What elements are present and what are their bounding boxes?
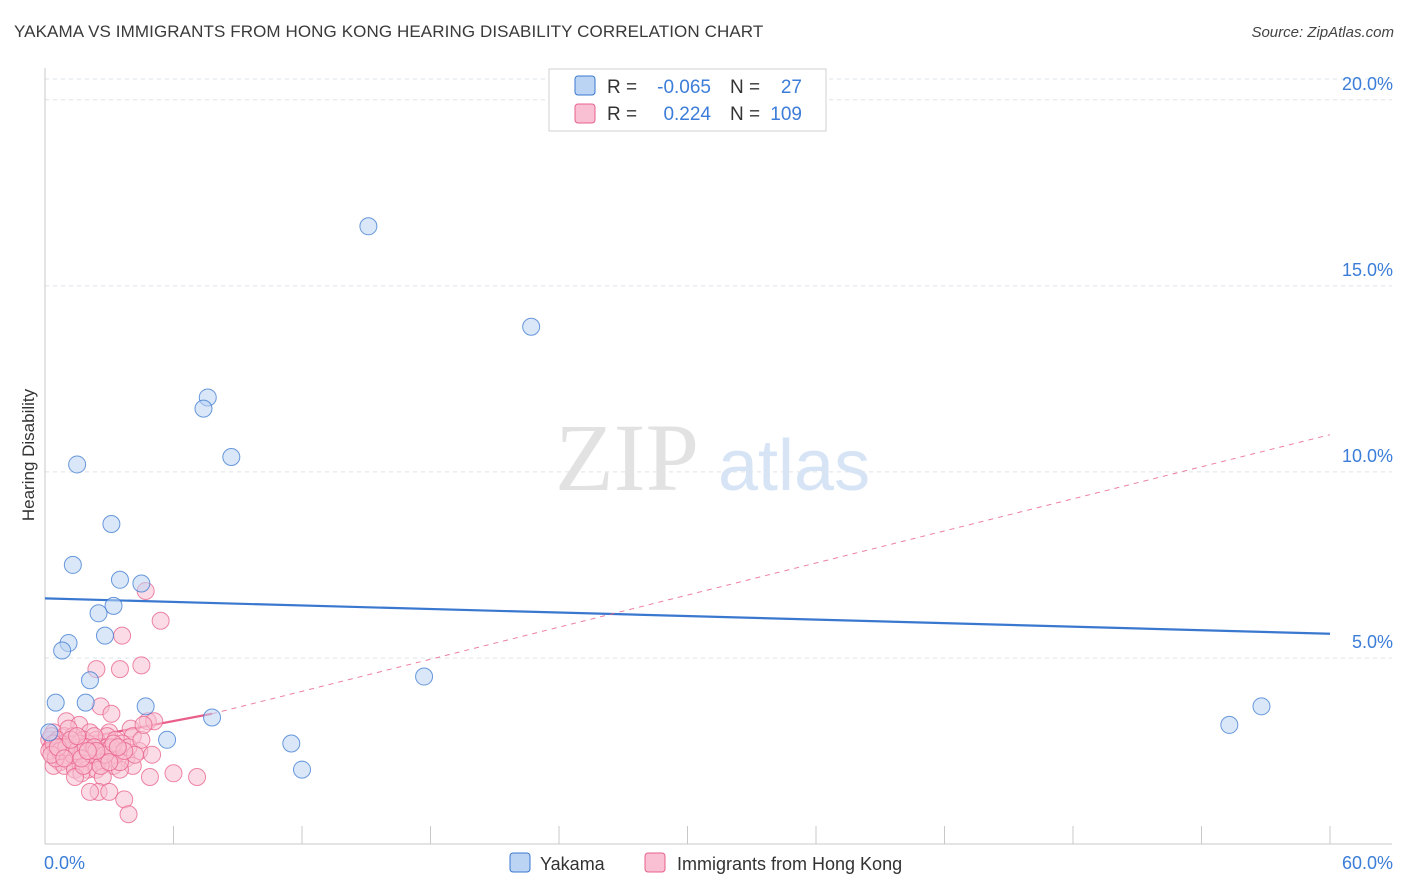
point-hongkong-105 — [108, 738, 127, 757]
point-hongkong-63 — [164, 764, 183, 783]
legend-r-label-2: R = — [607, 104, 637, 125]
point-yakama-15 — [80, 671, 99, 690]
point-yakama-25 — [1252, 697, 1271, 716]
point-yakama-11 — [89, 604, 108, 623]
chart-title: YAKAMA VS IMMIGRANTS FROM HONG KONG HEAR… — [14, 22, 764, 41]
trend-line-yakama — [44, 597, 1331, 635]
y-tick-label-10: 10.0% — [1342, 446, 1393, 466]
legend-n-label-1: N = — [730, 77, 760, 98]
point-yakama-8 — [110, 570, 129, 589]
x-tick-label-max: 60.0% — [1342, 853, 1393, 873]
point-yakama-22 — [282, 734, 301, 753]
point-yakama-13 — [95, 626, 114, 645]
point-yakama-4 — [222, 448, 241, 466]
point-hongkong-69 — [119, 805, 138, 824]
series-legend-swatch-yakama — [509, 852, 531, 873]
y-tick-label-20: 20.0% — [1342, 74, 1393, 94]
legend-swatch-yakama — [574, 75, 596, 96]
point-yakama-0 — [359, 217, 378, 236]
point-yakama-1 — [522, 317, 541, 336]
point-hongkong-108 — [78, 741, 97, 760]
source-credit: Source: ZipAtlas.com — [1251, 24, 1394, 41]
legend-swatch-hongkong — [574, 103, 596, 124]
point-hongkong-2 — [113, 626, 132, 645]
point-yakama-19 — [136, 697, 155, 716]
legend-r-label-1: R = — [607, 77, 637, 98]
point-hongkong-98 — [134, 715, 153, 734]
point-yakama-18 — [76, 693, 95, 712]
point-yakama-21 — [158, 730, 177, 749]
legend-n-value-2: 109 — [770, 104, 802, 125]
y-axis-label: Hearing Disability — [19, 388, 38, 521]
point-yakama-5 — [68, 455, 87, 474]
series-legend-swatch-hongkong — [644, 852, 666, 873]
data-points — [40, 217, 1271, 824]
legend-r-value-2: 0.224 — [663, 104, 711, 125]
point-yakama-7 — [63, 555, 82, 574]
point-hongkong-64 — [188, 768, 207, 787]
point-yakama-24 — [1220, 715, 1239, 734]
point-yakama-23 — [293, 760, 311, 779]
axes — [44, 68, 1392, 845]
correlation-legend: R = -0.065 N = 27 R = 0.224 N = 109 — [548, 68, 827, 132]
y-tick-label-15: 15.0% — [1342, 260, 1393, 280]
point-yakama-9 — [132, 574, 151, 593]
series-legend-hongkong: Immigrants from Hong Kong — [677, 854, 902, 874]
point-hongkong-38 — [143, 745, 162, 764]
point-hongkong-104 — [100, 753, 119, 772]
point-yakama-26 — [40, 723, 59, 742]
point-yakama-14 — [53, 641, 72, 660]
point-hongkong-106 — [55, 749, 74, 768]
point-hongkong-62 — [140, 768, 159, 787]
point-hongkong-68 — [115, 790, 134, 809]
point-yakama-17 — [46, 693, 65, 712]
y-tick-label-5: 5.0% — [1352, 632, 1393, 652]
point-hongkong-3 — [132, 656, 151, 675]
point-hongkong-1 — [151, 611, 170, 630]
point-hongkong-5 — [110, 660, 129, 679]
legend-r-value-1: -0.065 — [657, 77, 711, 98]
x-tick-label-min: 0.0% — [44, 853, 85, 873]
watermark-atlas: atlas — [718, 426, 870, 506]
point-hongkong-7 — [102, 704, 121, 723]
point-yakama-16 — [415, 667, 434, 686]
point-yakama-6 — [102, 514, 121, 533]
tick-labels: 5.0% 10.0% 15.0% 20.0% 0.0% 60.0% — [44, 74, 1393, 873]
point-hongkong-107 — [68, 727, 87, 746]
trend-line-hongkong-extension — [211, 434, 1331, 715]
point-yakama-20 — [203, 708, 222, 727]
series-legend: Yakama Immigrants from Hong Kong — [509, 852, 902, 874]
legend-n-label-2: N = — [730, 104, 760, 125]
point-yakama-3 — [194, 399, 213, 418]
point-hongkong-67 — [100, 782, 119, 801]
watermark-zip: ZIP — [555, 404, 699, 511]
series-legend-yakama: Yakama — [540, 854, 606, 874]
point-yakama-10 — [104, 596, 123, 615]
legend-n-value-1: 27 — [781, 77, 802, 98]
gridlines — [45, 78, 1392, 659]
point-hongkong-66 — [80, 782, 99, 801]
